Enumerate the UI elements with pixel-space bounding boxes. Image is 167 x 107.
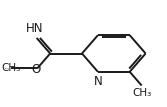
Text: O: O	[32, 62, 41, 76]
Text: methyl: methyl	[5, 68, 10, 69]
Text: CH₃: CH₃	[1, 63, 21, 74]
Text: CH₃: CH₃	[132, 88, 151, 98]
Text: N: N	[94, 75, 102, 88]
Text: HN: HN	[26, 22, 44, 35]
